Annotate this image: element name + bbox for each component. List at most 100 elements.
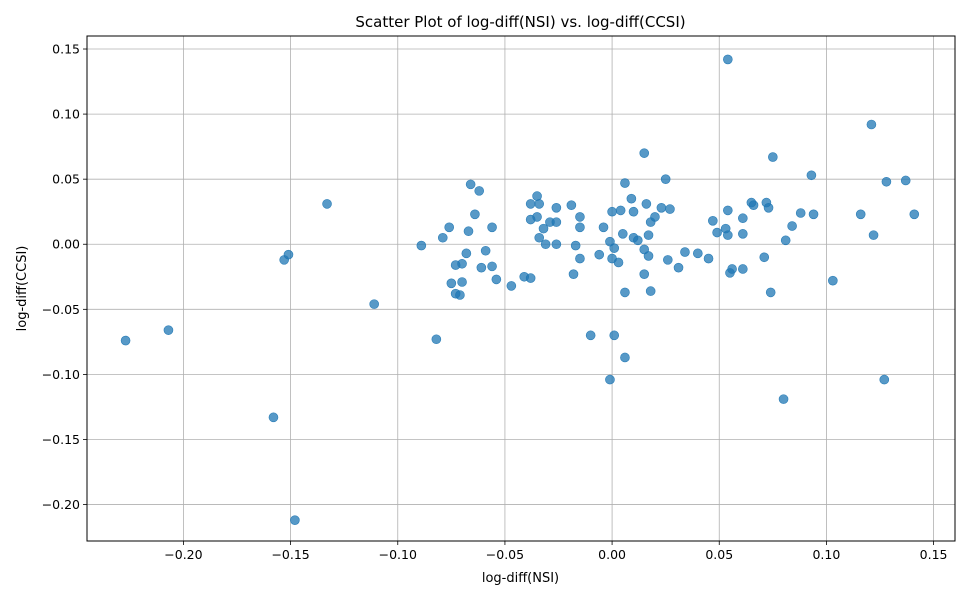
data-point <box>633 235 643 246</box>
data-point <box>525 199 536 209</box>
data-point <box>268 412 279 423</box>
data-point <box>723 205 733 216</box>
y-tick-label: 0.05 <box>52 172 80 187</box>
data-point <box>575 222 585 233</box>
data-point <box>538 223 549 234</box>
data-point <box>628 206 639 217</box>
data-point <box>609 330 620 341</box>
x-tick-label: −0.15 <box>271 547 309 562</box>
data-point <box>283 249 294 260</box>
data-point <box>828 275 838 286</box>
data-point <box>120 335 131 346</box>
data-point <box>626 193 637 204</box>
data-point <box>487 222 497 233</box>
data-point <box>620 178 630 188</box>
data-point <box>748 200 759 211</box>
data-point <box>765 287 776 298</box>
data-point <box>540 239 551 250</box>
data-point <box>909 209 920 220</box>
data-point <box>656 203 667 213</box>
data-point <box>461 248 472 259</box>
data-point <box>768 152 778 162</box>
x-tick-label: −0.20 <box>164 547 202 562</box>
data-point <box>881 176 892 187</box>
data-point <box>585 330 596 341</box>
data-point <box>480 245 491 256</box>
x-tick-label: 0.10 <box>812 547 840 562</box>
data-point <box>570 240 581 251</box>
data-point <box>763 203 774 213</box>
data-point <box>575 212 585 222</box>
data-point <box>598 222 609 233</box>
data-point <box>534 199 545 209</box>
data-point <box>607 206 617 217</box>
data-point <box>639 269 650 279</box>
data-point <box>738 264 748 274</box>
data-point <box>680 247 690 257</box>
data-point <box>322 199 332 209</box>
x-tick-label: −0.05 <box>486 547 524 562</box>
y-tick-label: 0.15 <box>52 42 80 57</box>
data-point <box>868 230 879 240</box>
grid <box>87 36 955 541</box>
data-point <box>609 243 620 253</box>
data-point <box>665 204 675 214</box>
data-point <box>446 278 457 289</box>
data-point <box>795 208 806 218</box>
data-point <box>525 273 536 283</box>
data-point <box>416 240 427 251</box>
plot-frame <box>86 35 956 542</box>
data-point <box>879 374 890 385</box>
data-point <box>532 212 542 222</box>
data-point <box>660 174 671 184</box>
data-point <box>708 216 718 226</box>
data-point <box>463 226 474 237</box>
data-point <box>806 170 817 181</box>
data-point <box>663 255 673 265</box>
data-point <box>474 186 485 196</box>
data-point <box>738 229 748 239</box>
x-tick-label: 0.00 <box>598 547 626 562</box>
data-point <box>643 251 654 261</box>
x-tick-label: 0.15 <box>920 547 948 562</box>
data-point <box>605 374 615 385</box>
data-point <box>290 515 300 525</box>
data-point <box>437 232 448 243</box>
data-point <box>506 281 517 291</box>
data-point <box>534 232 545 243</box>
data-point <box>470 209 480 220</box>
data-point <box>615 205 626 216</box>
data-point <box>693 248 703 259</box>
data-point <box>900 175 911 186</box>
data-point <box>487 261 497 272</box>
data-point <box>457 277 467 287</box>
x-tick-label: 0.05 <box>705 547 733 562</box>
data-point <box>639 148 650 158</box>
data-point <box>808 209 819 220</box>
data-point <box>551 217 562 227</box>
data-point <box>703 253 714 264</box>
data-point <box>738 213 748 224</box>
data-point <box>369 299 379 309</box>
data-point <box>594 249 605 260</box>
data-point <box>566 200 577 211</box>
data-point <box>551 203 562 213</box>
chart-title: Scatter Plot of log-diff(NSI) vs. log-di… <box>355 13 685 31</box>
data-point <box>568 269 579 279</box>
data-point <box>723 230 733 240</box>
y-axis-label: log-diff(CCSI) <box>15 246 30 332</box>
y-tick-label: −0.05 <box>42 302 80 317</box>
axis-ticks: −0.20 −0.15 −0.10 −0.05 0.00 0.05 0.10 0.15 −0.2… <box>42 42 948 562</box>
y-tick-label: 0.10 <box>52 107 80 122</box>
data-point <box>855 209 866 220</box>
data-point <box>650 212 660 222</box>
data-point <box>787 221 797 231</box>
data-points <box>120 54 920 525</box>
data-point <box>641 199 652 209</box>
data-point <box>727 264 737 274</box>
y-tick-label: −0.10 <box>42 367 80 382</box>
data-point <box>780 235 791 246</box>
data-point <box>457 258 467 269</box>
x-tick-label: −0.10 <box>379 547 417 562</box>
